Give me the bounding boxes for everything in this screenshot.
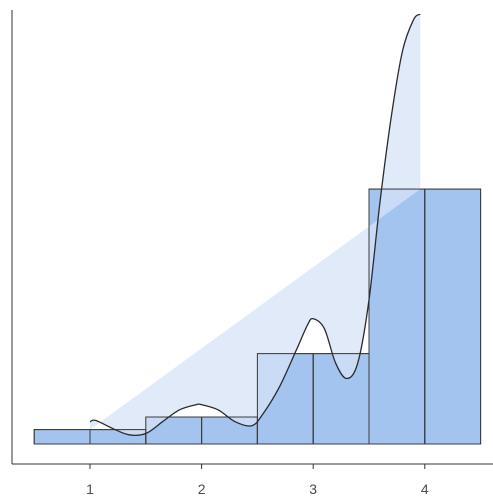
x-tick-label: 1 bbox=[86, 481, 94, 497]
histogram-bar bbox=[33, 429, 91, 445]
density-line bbox=[89, 13, 421, 437]
x-tick-label: 4 bbox=[421, 481, 429, 497]
histogram-bar bbox=[424, 188, 482, 445]
x-tick-label: 2 bbox=[198, 481, 206, 497]
x-tick-label: 3 bbox=[309, 481, 317, 497]
density-area bbox=[90, 14, 421, 436]
histogram-bar-outline bbox=[424, 188, 482, 445]
